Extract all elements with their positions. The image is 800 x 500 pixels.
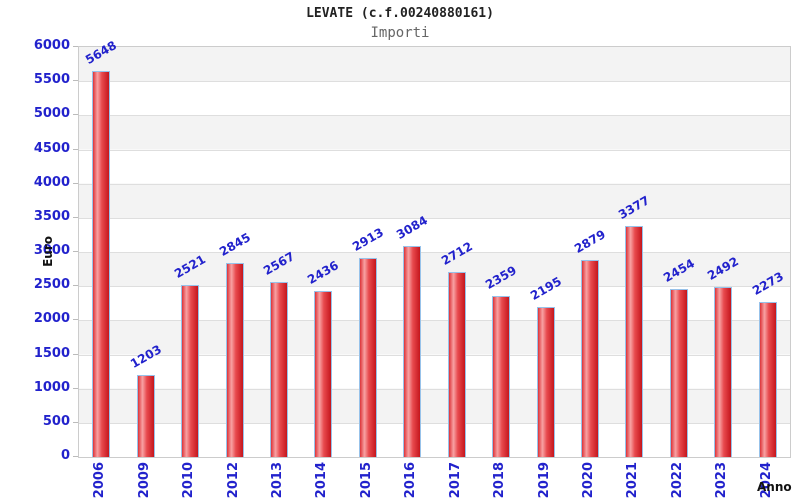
x-tick-label: 2012 bbox=[225, 462, 241, 499]
y-tick-mark bbox=[73, 148, 78, 150]
x-tick-label: 2018 bbox=[492, 462, 508, 499]
bar-value-label: 2454 bbox=[660, 256, 697, 286]
x-tick-label: 2014 bbox=[314, 462, 330, 499]
y-tick-label: 5000 bbox=[33, 106, 70, 122]
y-tick-mark bbox=[73, 80, 78, 82]
y-tick-mark bbox=[73, 319, 78, 321]
x-tick-label: 2013 bbox=[269, 462, 285, 499]
bar-value-label: 2492 bbox=[705, 253, 742, 283]
bar bbox=[536, 307, 555, 457]
gridline bbox=[79, 115, 790, 117]
bar-value-label: 1203 bbox=[127, 341, 164, 371]
bar-value-label: 2273 bbox=[749, 268, 786, 298]
bar-value-label: 2913 bbox=[349, 225, 386, 254]
bar-value-label: 2436 bbox=[305, 257, 342, 287]
bar bbox=[181, 284, 200, 457]
bar bbox=[92, 71, 111, 457]
gridline bbox=[79, 388, 790, 390]
x-tick-label: 2006 bbox=[92, 462, 108, 499]
bar-value-label: 2359 bbox=[483, 262, 520, 292]
bar bbox=[492, 295, 511, 457]
x-tick-label: 2016 bbox=[403, 462, 419, 499]
x-tick-label: 2019 bbox=[536, 462, 552, 499]
plot-area: 5648 1203 2521 2845 2567 2436 2913 3084 2712 2359… bbox=[78, 38, 791, 458]
bar bbox=[758, 301, 777, 457]
y-tick-label: 500 bbox=[42, 413, 70, 429]
y-tick-label: 4000 bbox=[33, 174, 70, 190]
x-tick-label: 2015 bbox=[358, 462, 374, 499]
bar bbox=[225, 262, 244, 457]
bar bbox=[136, 374, 155, 457]
bar bbox=[581, 260, 600, 457]
y-tick-mark bbox=[73, 114, 78, 116]
y-tick-label: 1000 bbox=[33, 379, 70, 395]
y-tick-label: 3500 bbox=[33, 208, 70, 224]
bar bbox=[358, 257, 377, 457]
gridline bbox=[79, 320, 790, 322]
gridline bbox=[79, 149, 790, 151]
y-tick-label: 6000 bbox=[33, 38, 70, 53]
x-axis-title: Anno bbox=[757, 480, 792, 494]
x-tick-label: 2021 bbox=[625, 462, 641, 499]
bar bbox=[625, 226, 644, 457]
x-tick-label: 2023 bbox=[714, 462, 730, 499]
bar-value-label: 2712 bbox=[438, 238, 475, 268]
y-tick-label: 2500 bbox=[33, 277, 70, 293]
gridline bbox=[79, 286, 790, 288]
bar bbox=[269, 281, 288, 457]
y-axis-title: Euro bbox=[41, 236, 55, 267]
gridline bbox=[79, 354, 790, 356]
y-tick-label: 5500 bbox=[33, 72, 70, 88]
y-tick-mark bbox=[73, 251, 78, 252]
y-tick-label: 2000 bbox=[33, 311, 70, 327]
bar bbox=[669, 289, 688, 457]
y-tick-mark bbox=[73, 182, 78, 184]
y-tick-label: 4500 bbox=[33, 140, 70, 156]
y-tick-label: 0 bbox=[60, 448, 70, 463]
x-tick-label: 2010 bbox=[181, 462, 197, 499]
y-tick-mark bbox=[73, 285, 78, 287]
bar-value-label: 2195 bbox=[527, 274, 564, 304]
chart-subtitle: Importi bbox=[370, 25, 430, 41]
gridline bbox=[79, 81, 790, 83]
y-tick-mark bbox=[73, 46, 78, 47]
y-tick-mark bbox=[73, 216, 78, 218]
gridline bbox=[79, 183, 790, 185]
x-tick-label: 2017 bbox=[447, 462, 463, 499]
y-tick-mark bbox=[73, 421, 78, 423]
x-tick-label: 2022 bbox=[669, 462, 685, 499]
bar-value-label: 2845 bbox=[216, 229, 253, 259]
y-tick-mark bbox=[73, 456, 78, 457]
gridline bbox=[79, 422, 790, 424]
x-tick-label: 2009 bbox=[136, 462, 152, 499]
chart-title: LEVATE (c.f.00240880161) bbox=[306, 6, 494, 21]
bar bbox=[714, 286, 733, 457]
bar bbox=[447, 271, 466, 457]
y-tick-label: 1500 bbox=[33, 345, 70, 361]
y-tick-mark bbox=[73, 353, 78, 355]
bar-value-label: 2567 bbox=[260, 248, 297, 278]
x-tick-label: 2020 bbox=[581, 462, 597, 499]
y-tick-mark bbox=[73, 387, 78, 389]
gridline bbox=[79, 217, 790, 219]
bar bbox=[314, 290, 333, 457]
gridline bbox=[79, 252, 790, 253]
y-tick-label: 3000 bbox=[33, 243, 70, 258]
bar-value-label: 5648 bbox=[83, 38, 120, 68]
bar-value-label: 2521 bbox=[172, 251, 209, 281]
bar bbox=[403, 246, 422, 457]
